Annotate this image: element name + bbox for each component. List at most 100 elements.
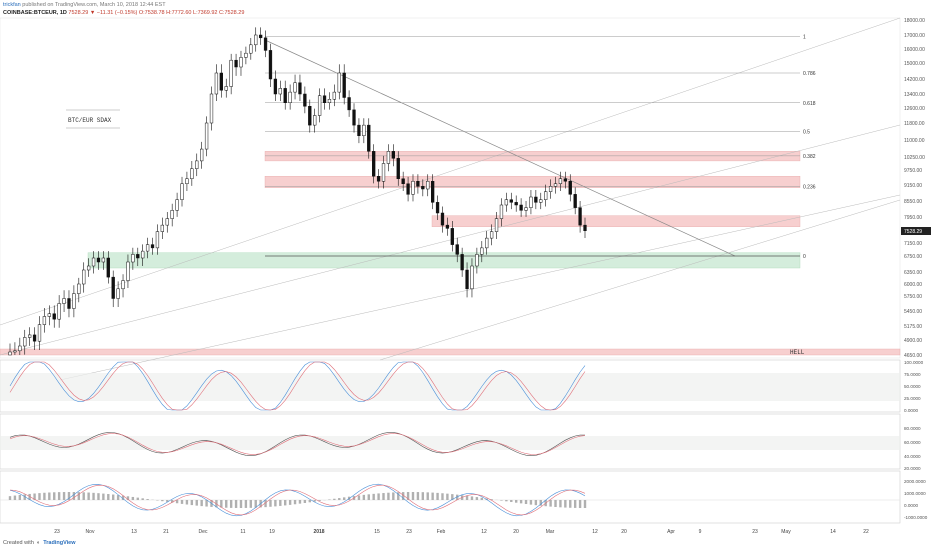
candle[interactable] bbox=[544, 191, 548, 200]
candle[interactable] bbox=[13, 350, 17, 353]
candle[interactable] bbox=[170, 210, 174, 219]
candle[interactable] bbox=[534, 196, 538, 203]
candle[interactable] bbox=[553, 183, 558, 187]
candle[interactable] bbox=[111, 276, 115, 299]
candle[interactable] bbox=[514, 202, 518, 206]
candle[interactable] bbox=[558, 178, 563, 184]
candle[interactable] bbox=[524, 207, 528, 211]
candle[interactable] bbox=[440, 212, 445, 226]
candle[interactable] bbox=[160, 224, 165, 232]
candle[interactable] bbox=[219, 72, 223, 91]
author-link[interactable]: trickfan bbox=[3, 2, 21, 8]
candle[interactable] bbox=[96, 257, 101, 263]
candle[interactable] bbox=[313, 115, 317, 126]
candle[interactable] bbox=[489, 231, 494, 239]
candle[interactable] bbox=[145, 244, 150, 252]
candle[interactable] bbox=[308, 106, 312, 126]
candle[interactable] bbox=[430, 181, 435, 203]
candle[interactable] bbox=[32, 334, 37, 342]
candle[interactable] bbox=[42, 316, 47, 325]
candle[interactable] bbox=[548, 186, 553, 192]
candle[interactable] bbox=[499, 204, 504, 219]
candle[interactable] bbox=[101, 257, 106, 263]
candle[interactable] bbox=[8, 351, 12, 356]
candle[interactable] bbox=[401, 178, 405, 184]
candle[interactable] bbox=[249, 44, 253, 54]
candle[interactable] bbox=[28, 334, 32, 338]
candle[interactable] bbox=[131, 254, 135, 263]
candle[interactable] bbox=[273, 78, 278, 95]
candle[interactable] bbox=[332, 91, 337, 100]
candle[interactable] bbox=[244, 52, 248, 58]
candle[interactable] bbox=[494, 218, 499, 232]
candle[interactable] bbox=[141, 250, 145, 259]
candle[interactable] bbox=[372, 151, 376, 177]
candle[interactable] bbox=[106, 257, 110, 278]
candle[interactable] bbox=[185, 178, 189, 184]
candle[interactable] bbox=[406, 183, 410, 195]
candle[interactable] bbox=[239, 57, 243, 68]
candle[interactable] bbox=[460, 254, 464, 271]
candle[interactable] bbox=[116, 288, 120, 299]
candle[interactable] bbox=[263, 37, 268, 51]
candle[interactable] bbox=[298, 82, 302, 95]
candle[interactable] bbox=[67, 298, 71, 309]
candle[interactable] bbox=[77, 283, 81, 294]
candle[interactable] bbox=[376, 176, 381, 182]
candle[interactable] bbox=[367, 124, 371, 152]
candle[interactable] bbox=[165, 218, 169, 226]
candle[interactable] bbox=[268, 50, 273, 80]
candle[interactable] bbox=[204, 122, 209, 150]
candle[interactable] bbox=[573, 194, 577, 208]
candle[interactable] bbox=[91, 257, 96, 267]
candle[interactable] bbox=[180, 183, 184, 200]
candle[interactable] bbox=[229, 59, 233, 87]
candle[interactable] bbox=[470, 265, 474, 290]
candle[interactable] bbox=[539, 199, 543, 203]
candle[interactable] bbox=[47, 313, 51, 317]
candle[interactable] bbox=[529, 196, 533, 208]
candle[interactable] bbox=[475, 254, 479, 267]
candle[interactable] bbox=[455, 244, 459, 255]
main-pane[interactable] bbox=[0, 17, 901, 359]
candle[interactable] bbox=[82, 269, 86, 285]
macd-pane[interactable] bbox=[0, 470, 901, 524]
candle[interactable] bbox=[224, 86, 228, 91]
candle[interactable] bbox=[362, 124, 366, 136]
candle[interactable] bbox=[136, 254, 140, 259]
candle[interactable] bbox=[450, 228, 454, 245]
candle[interactable] bbox=[352, 109, 356, 126]
candle[interactable] bbox=[37, 324, 42, 342]
candle[interactable] bbox=[583, 224, 587, 231]
candle[interactable] bbox=[293, 82, 297, 93]
candle[interactable] bbox=[421, 186, 425, 190]
candle[interactable] bbox=[283, 88, 287, 103]
candle[interactable] bbox=[563, 178, 567, 182]
candle[interactable] bbox=[504, 199, 509, 206]
candle[interactable] bbox=[347, 97, 351, 111]
candle[interactable] bbox=[62, 298, 66, 304]
candle[interactable] bbox=[337, 72, 341, 93]
candle[interactable] bbox=[254, 34, 258, 46]
candle[interactable] bbox=[317, 95, 322, 116]
candle[interactable] bbox=[435, 202, 440, 214]
candle[interactable] bbox=[519, 204, 523, 211]
candle[interactable] bbox=[322, 95, 327, 103]
candle[interactable] bbox=[155, 231, 160, 249]
candle[interactable] bbox=[86, 265, 91, 271]
candle[interactable] bbox=[190, 168, 194, 179]
candle[interactable] bbox=[175, 199, 179, 211]
candle[interactable] bbox=[18, 345, 22, 352]
candle[interactable] bbox=[303, 93, 307, 107]
candle[interactable] bbox=[381, 163, 386, 182]
candle[interactable] bbox=[568, 181, 572, 195]
candle[interactable] bbox=[72, 293, 76, 309]
candle[interactable] bbox=[214, 72, 219, 95]
candle[interactable] bbox=[288, 91, 292, 103]
candle[interactable] bbox=[465, 269, 469, 290]
candle[interactable] bbox=[396, 158, 400, 180]
candle[interactable] bbox=[209, 93, 214, 124]
candle[interactable] bbox=[445, 224, 450, 229]
candle[interactable] bbox=[386, 151, 391, 164]
